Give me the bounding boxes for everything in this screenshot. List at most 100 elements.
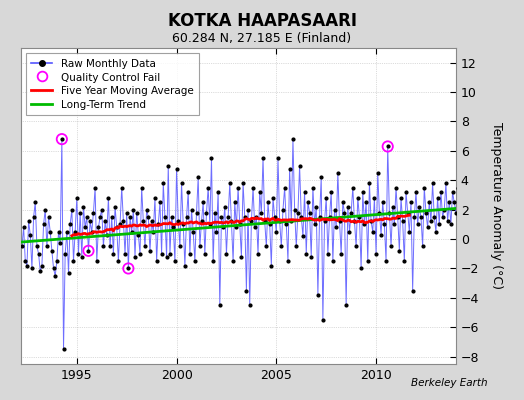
Point [137, 184, 146, 191]
Point [61, 250, 69, 257]
Point [310, 221, 319, 228]
Point [430, 214, 439, 220]
Point [390, 221, 399, 228]
Point [256, 189, 264, 195]
Point [159, 180, 168, 186]
Point [227, 218, 236, 225]
Point [282, 221, 290, 228]
Point [440, 206, 449, 213]
Point [307, 254, 315, 260]
Point [302, 250, 310, 257]
Point [177, 180, 185, 186]
Point [144, 214, 152, 220]
Point [192, 210, 201, 216]
Point [152, 258, 161, 264]
Point [450, 199, 458, 206]
Point [257, 210, 266, 216]
Point [355, 214, 364, 220]
Point [304, 199, 312, 206]
Point [327, 189, 335, 195]
Point [432, 228, 440, 235]
Point [299, 233, 307, 239]
Point [114, 258, 123, 264]
Point [54, 228, 63, 235]
Point [395, 248, 403, 254]
Point [262, 243, 270, 250]
Point [309, 184, 317, 191]
Point [94, 224, 103, 230]
Point [42, 243, 51, 250]
Point [133, 210, 141, 216]
Point [38, 262, 46, 269]
Point [354, 195, 362, 201]
Point [36, 268, 45, 275]
Point [266, 221, 274, 228]
Point [449, 189, 457, 195]
Point [423, 224, 432, 230]
Point [244, 206, 252, 213]
Point [249, 184, 257, 191]
Point [58, 136, 66, 142]
Point [435, 221, 443, 228]
Point [222, 250, 231, 257]
Point [297, 214, 305, 220]
Point [305, 210, 314, 216]
Point [91, 184, 100, 191]
Point [166, 250, 174, 257]
Point [23, 262, 31, 269]
Point [68, 206, 76, 213]
Point [76, 210, 84, 216]
Point [226, 180, 234, 186]
Point [290, 206, 299, 213]
Point [294, 210, 302, 216]
Point [284, 258, 292, 264]
Point [154, 221, 162, 228]
Point [64, 270, 73, 276]
Point [279, 206, 287, 213]
Point [252, 214, 260, 220]
Point [49, 265, 58, 272]
Point [370, 195, 379, 201]
Point [156, 199, 164, 206]
Point [334, 170, 342, 176]
Point [71, 228, 79, 235]
Point [58, 136, 66, 142]
Point [139, 218, 148, 225]
Point [380, 221, 389, 228]
Point [224, 214, 232, 220]
Point [212, 228, 221, 235]
Point [147, 218, 156, 225]
Legend: Raw Monthly Data, Quality Control Fail, Five Year Moving Average, Long-Term Tren: Raw Monthly Data, Quality Control Fail, … [26, 53, 199, 116]
Point [453, 184, 462, 191]
Point [417, 214, 425, 220]
Point [93, 258, 101, 264]
Point [402, 189, 410, 195]
Point [232, 224, 241, 230]
Point [270, 214, 279, 220]
Point [46, 228, 54, 235]
Point [348, 184, 357, 191]
Point [119, 218, 127, 225]
Point [113, 224, 121, 230]
Point [292, 243, 300, 250]
Point [360, 221, 368, 228]
Point [330, 206, 339, 213]
Point [99, 243, 107, 250]
Point [247, 218, 256, 225]
Point [176, 243, 184, 250]
Point [229, 258, 237, 264]
Y-axis label: Temperature Anomaly (°C): Temperature Anomaly (°C) [490, 122, 504, 290]
Point [352, 243, 361, 250]
Point [25, 218, 33, 225]
Point [182, 214, 191, 220]
Point [403, 210, 412, 216]
Point [48, 248, 56, 254]
Point [388, 204, 397, 210]
Point [41, 206, 49, 213]
Point [69, 258, 78, 264]
Point [221, 204, 229, 210]
Point [83, 214, 91, 220]
Point [169, 224, 178, 230]
Point [358, 189, 367, 195]
Point [362, 199, 370, 206]
